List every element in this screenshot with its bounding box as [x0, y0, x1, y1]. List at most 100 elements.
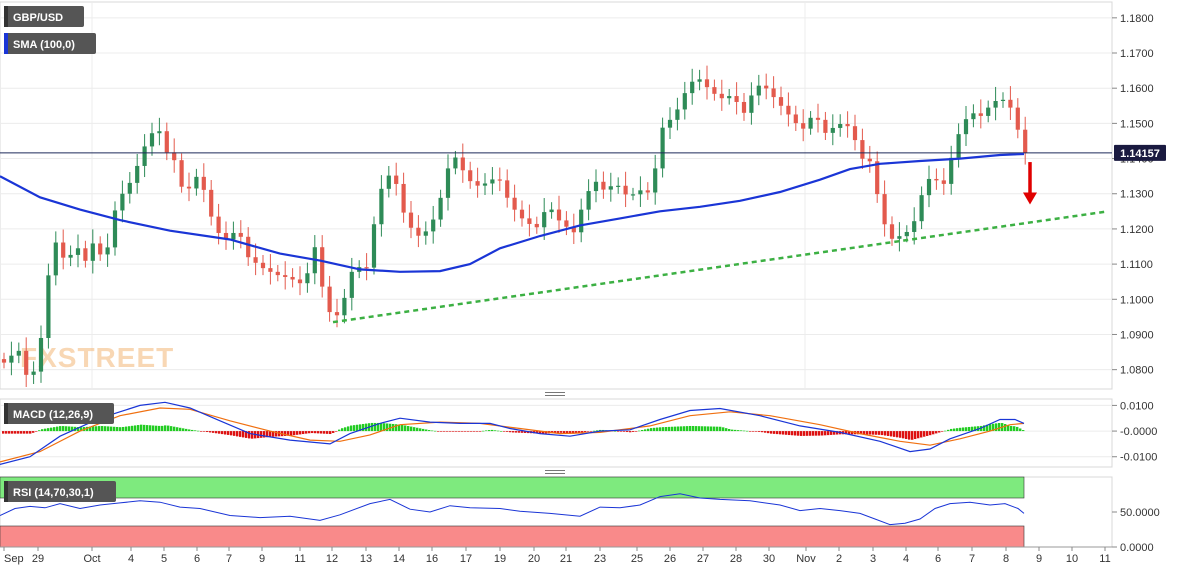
macd-histogram-bar	[818, 431, 821, 436]
macd-histogram-bar	[920, 431, 923, 438]
x-tick-label: 25	[631, 553, 643, 565]
macd-histogram-bar	[806, 431, 809, 436]
macd-histogram-bar	[296, 431, 299, 435]
macd-histogram-bar	[572, 431, 575, 434]
macd-histogram-bar	[419, 428, 422, 432]
macd-histogram-bar	[962, 427, 965, 432]
rsi-badge	[4, 481, 116, 502]
macd-histogram-bar	[497, 430, 500, 432]
x-tick-label: 21	[560, 553, 572, 565]
macd-histogram-bar	[272, 431, 275, 437]
macd-histogram-bar	[500, 431, 503, 432]
macd-histogram-bar	[1007, 424, 1010, 432]
macd-histogram-bar	[323, 431, 326, 434]
candle-body	[963, 119, 969, 135]
candle-body	[334, 312, 340, 316]
macd-histogram-bar	[770, 431, 773, 434]
candle-body	[734, 96, 739, 102]
macd-histogram-bar	[674, 426, 677, 432]
sma-badge	[4, 33, 96, 54]
price-tick-label: 1.0900	[1120, 329, 1154, 341]
macd-histogram-bar	[968, 426, 971, 432]
macd-histogram-bar	[359, 424, 362, 432]
macd-histogram-bar	[305, 431, 308, 434]
candle-body	[135, 165, 140, 183]
macd-histogram-bar	[380, 422, 383, 432]
candle-body	[778, 97, 784, 106]
x-tick-label: 5	[161, 553, 167, 565]
x-tick-label: 6	[935, 553, 941, 565]
candle-body	[468, 170, 473, 182]
macd-histogram-bar	[56, 426, 59, 432]
candle-body	[926, 178, 932, 196]
candle-body	[349, 271, 354, 298]
candle-body	[1023, 129, 1028, 153]
macd-histogram-bar	[575, 431, 578, 434]
macd-histogram-bar	[617, 431, 620, 432]
macd-histogram-bar	[764, 431, 767, 433]
candle-body	[571, 226, 576, 233]
macd-histogram-bar	[926, 431, 929, 436]
macd-histogram-bar	[344, 427, 347, 432]
macd-histogram-bar	[815, 431, 818, 436]
macd-histogram-bar	[113, 426, 116, 432]
candle-body	[564, 220, 569, 227]
macd-histogram-bar	[95, 426, 98, 432]
candle-body	[519, 209, 525, 219]
candle-body	[31, 371, 36, 375]
candle-body	[838, 124, 843, 128]
x-tick-label: 9	[259, 553, 265, 565]
macd-histogram-bar	[230, 431, 233, 436]
macd-histogram-bar	[119, 427, 122, 432]
macd-histogram-bar	[263, 431, 266, 438]
candle-body	[120, 193, 125, 211]
macd-histogram-bar	[626, 431, 629, 433]
macd-histogram-bar	[512, 431, 515, 433]
macd-histogram-bar	[716, 426, 719, 432]
candle-body	[690, 81, 695, 94]
candle-body	[416, 227, 421, 236]
macd-histogram-bar	[635, 431, 638, 432]
macd-histogram-bar	[767, 431, 770, 434]
candle-body	[142, 146, 147, 166]
candle-body	[423, 231, 428, 236]
macd-histogram-bar	[464, 431, 467, 432]
candle-body	[482, 183, 488, 186]
macd-histogram-bar	[467, 431, 470, 432]
macd-histogram-bar	[20, 431, 23, 434]
candle-body	[327, 286, 332, 313]
sma-label: SMA (100,0)	[13, 39, 75, 51]
macd-histogram-bar	[632, 431, 635, 432]
macd-histogram-bar	[227, 431, 230, 435]
candle-body	[527, 218, 532, 224]
candle-body	[445, 168, 451, 198]
macd-histogram-bar	[911, 431, 914, 440]
macd-histogram-bar	[353, 425, 356, 432]
x-tick-label: 7	[969, 553, 975, 565]
macd-histogram-bar	[290, 431, 293, 436]
macd-histogram-bar	[59, 426, 62, 432]
macd-histogram-bar	[77, 427, 80, 432]
macd-histogram-bar	[710, 426, 713, 432]
macd-histogram-bar	[293, 431, 296, 436]
macd-histogram-bar	[137, 425, 140, 432]
rsi-badge-accent	[4, 481, 8, 502]
macd-histogram-bar	[485, 430, 488, 432]
macd-histogram-bar	[209, 431, 212, 433]
macd-histogram-bar	[971, 426, 974, 432]
candle-body	[24, 350, 29, 375]
macd-histogram-bar	[896, 431, 899, 438]
candle-body	[408, 212, 414, 228]
macd-histogram-bar	[563, 431, 566, 434]
macd-histogram-bar	[140, 424, 143, 432]
macd-histogram-bar	[494, 430, 497, 432]
macd-histogram-bar	[665, 427, 668, 432]
macd-histogram-bar	[578, 431, 581, 433]
macd-histogram-bar	[1010, 425, 1013, 432]
macd-histogram-bar	[800, 431, 803, 436]
macd-histogram-bar	[905, 431, 908, 439]
macd-histogram-bar	[155, 425, 158, 432]
macd-histogram-bar	[275, 431, 278, 437]
macd-histogram-bar	[584, 431, 587, 433]
macd-histogram-bar	[998, 422, 1001, 432]
